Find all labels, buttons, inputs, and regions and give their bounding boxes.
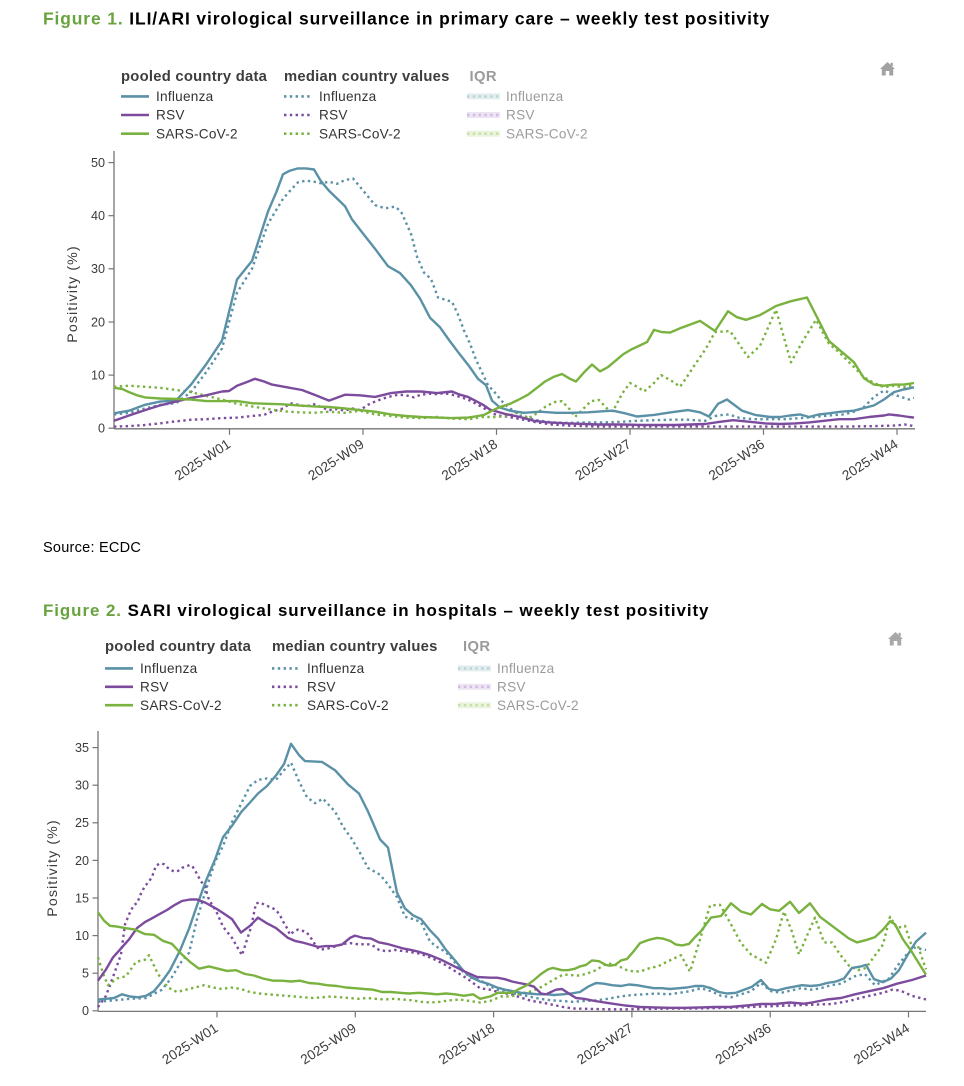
svg-text:2025-W09: 2025-W09 bbox=[298, 1020, 359, 1067]
svg-text:SARS-CoV-2: SARS-CoV-2 bbox=[506, 126, 588, 141]
svg-text:5: 5 bbox=[82, 967, 89, 981]
svg-text:2025-W18: 2025-W18 bbox=[439, 436, 500, 483]
svg-text:2025-W27: 2025-W27 bbox=[572, 436, 633, 483]
svg-text:pooled country data: pooled country data bbox=[105, 639, 252, 655]
svg-text:RSV: RSV bbox=[319, 108, 348, 123]
svg-text:RSV: RSV bbox=[506, 108, 535, 123]
svg-text:0: 0 bbox=[82, 1004, 89, 1018]
svg-text:SARS-CoV-2: SARS-CoV-2 bbox=[497, 698, 579, 713]
svg-text:30: 30 bbox=[75, 779, 89, 793]
svg-text:RSV: RSV bbox=[307, 679, 336, 694]
svg-text:Influenza: Influenza bbox=[307, 661, 365, 676]
svg-text:pooled country data: pooled country data bbox=[121, 69, 268, 85]
svg-text:2025-W27: 2025-W27 bbox=[574, 1020, 635, 1067]
svg-text:Positivity (%): Positivity (%) bbox=[45, 819, 61, 916]
svg-text:2025-W44: 2025-W44 bbox=[851, 1020, 912, 1067]
svg-text:SARS-CoV-2: SARS-CoV-2 bbox=[319, 126, 401, 141]
svg-text:40: 40 bbox=[91, 209, 105, 223]
svg-text:30: 30 bbox=[91, 262, 105, 276]
svg-text:Figure 2. SARI virological sur: Figure 2. SARI virological surveillance … bbox=[43, 601, 709, 620]
svg-text:2025-W36: 2025-W36 bbox=[713, 1020, 774, 1067]
svg-text:RSV: RSV bbox=[497, 679, 526, 694]
svg-text:2025-W09: 2025-W09 bbox=[305, 436, 366, 483]
svg-text:Influenza: Influenza bbox=[497, 661, 555, 676]
svg-text:10: 10 bbox=[75, 929, 89, 943]
svg-text:2025-W01: 2025-W01 bbox=[159, 1020, 220, 1067]
svg-text:SARS-CoV-2: SARS-CoV-2 bbox=[156, 126, 238, 141]
svg-text:2025-W01: 2025-W01 bbox=[172, 436, 233, 483]
svg-text:Influenza: Influenza bbox=[140, 661, 198, 676]
svg-text:RSV: RSV bbox=[140, 679, 169, 694]
svg-text:Influenza: Influenza bbox=[506, 89, 564, 104]
svg-text:25: 25 bbox=[75, 816, 89, 830]
svg-text:20: 20 bbox=[91, 315, 105, 329]
svg-text:median country values: median country values bbox=[284, 69, 450, 85]
svg-text:RSV: RSV bbox=[156, 108, 185, 123]
svg-text:IQR: IQR bbox=[463, 639, 491, 655]
svg-text:20: 20 bbox=[75, 854, 89, 868]
svg-text:Positivity (%): Positivity (%) bbox=[65, 245, 81, 342]
svg-text:50: 50 bbox=[91, 156, 105, 170]
svg-text:IQR: IQR bbox=[470, 69, 498, 85]
svg-text:SARS-CoV-2: SARS-CoV-2 bbox=[307, 698, 389, 713]
svg-text:Source: ECDC: Source: ECDC bbox=[43, 540, 141, 556]
svg-text:2025-W44: 2025-W44 bbox=[839, 436, 900, 483]
svg-text:Influenza: Influenza bbox=[156, 89, 214, 104]
svg-text:2025-W18: 2025-W18 bbox=[436, 1020, 497, 1067]
svg-text:Figure 1. ILI/ARI virological: Figure 1. ILI/ARI virological surveillan… bbox=[43, 9, 770, 29]
svg-text:15: 15 bbox=[75, 891, 89, 905]
svg-text:SARS-CoV-2: SARS-CoV-2 bbox=[140, 698, 222, 713]
svg-text:2025-W36: 2025-W36 bbox=[706, 436, 767, 483]
svg-text:10: 10 bbox=[91, 369, 105, 383]
svg-text:0: 0 bbox=[98, 422, 105, 436]
svg-text:median country values: median country values bbox=[272, 639, 438, 655]
svg-text:Influenza: Influenza bbox=[319, 89, 377, 104]
svg-text:35: 35 bbox=[75, 741, 89, 755]
